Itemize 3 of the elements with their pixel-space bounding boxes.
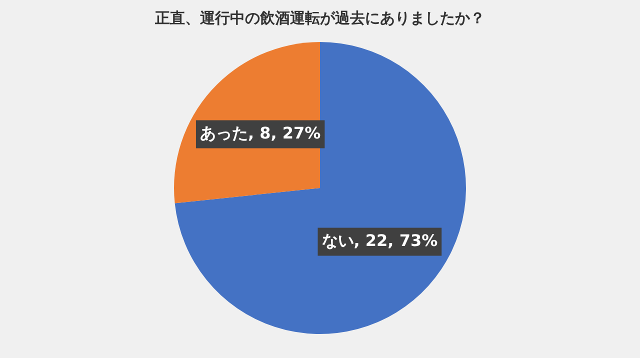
chart-title: 正直、運行中の飲酒運転が過去にありましたか？ — [154, 8, 485, 27]
slice-label: ない, 22, 73% — [322, 230, 438, 250]
slice-label: あった, 8, 27% — [200, 123, 321, 142]
